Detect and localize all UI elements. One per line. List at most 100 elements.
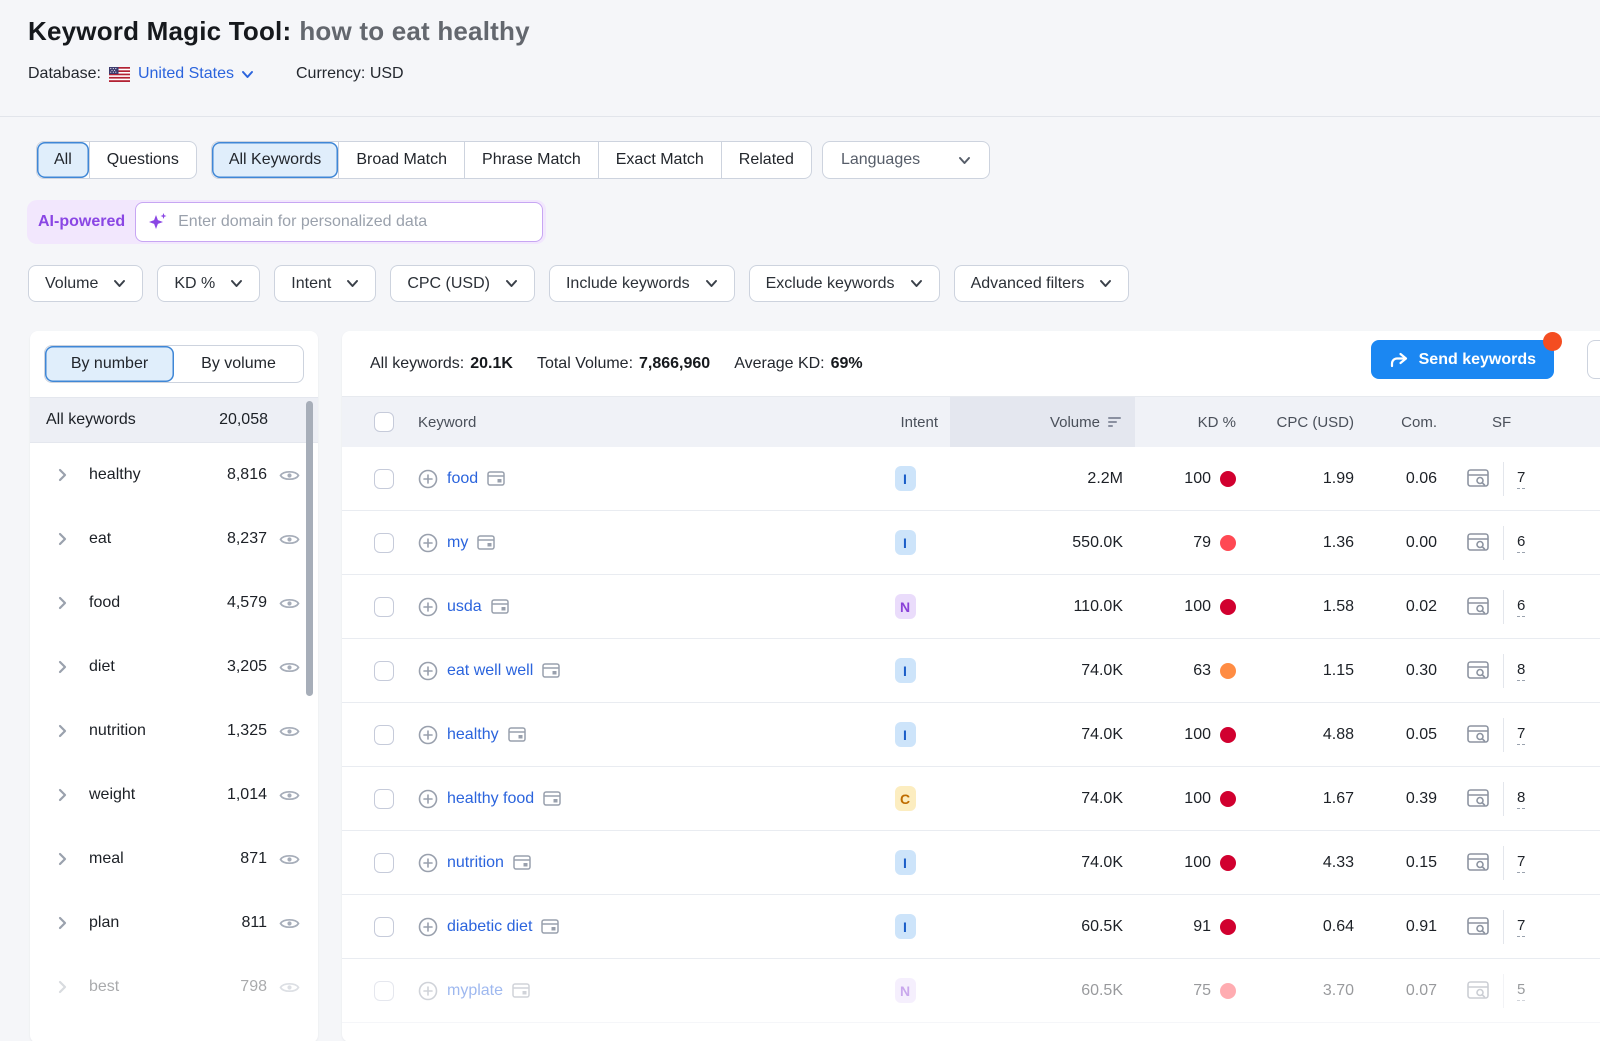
tab-match-type[interactable]: Broad Match — [338, 142, 464, 178]
serp-analysis-icon[interactable] — [1467, 596, 1491, 617]
sort-toggle-option[interactable]: By volume — [174, 346, 303, 382]
row-checkbox[interactable] — [374, 788, 394, 809]
intent-badge[interactable]: I — [894, 658, 916, 683]
filter-dropdown[interactable]: Volume — [28, 265, 144, 302]
eye-icon[interactable] — [279, 660, 300, 675]
serp-preview-icon[interactable] — [513, 855, 531, 870]
tab-match-type[interactable]: Related — [720, 142, 811, 178]
intent-badge[interactable]: I — [894, 722, 916, 747]
chevron-down-icon[interactable] — [241, 70, 254, 79]
row-checkbox[interactable] — [374, 980, 394, 1001]
row-checkbox[interactable] — [374, 724, 394, 745]
filter-dropdown[interactable]: Intent — [274, 265, 377, 302]
edge-button-sliver[interactable] — [1587, 340, 1600, 379]
keyword-link[interactable]: myplate — [447, 981, 504, 999]
sf-count[interactable]: 5 — [1517, 981, 1526, 1001]
intent-badge[interactable]: C — [894, 786, 916, 811]
eye-icon[interactable] — [279, 916, 300, 931]
keyword-link[interactable]: eat well well — [447, 661, 534, 679]
eye-icon[interactable] — [279, 788, 300, 803]
serp-preview-icon[interactable] — [542, 663, 561, 678]
row-checkbox[interactable] — [374, 916, 394, 937]
tab-match-type[interactable]: All Keywords — [211, 142, 339, 178]
languages-dropdown[interactable]: Languages — [821, 141, 990, 179]
all-keywords-group[interactable]: All keywords 20,058 — [30, 397, 318, 443]
keyword-link[interactable]: healthy — [447, 725, 499, 743]
col-cpc[interactable]: CPC (USD) — [1276, 413, 1355, 431]
filter-dropdown[interactable]: Exclude keywords — [748, 265, 940, 302]
row-checkbox[interactable] — [374, 596, 394, 617]
keyword-group-item[interactable]: plan 811 — [30, 891, 318, 955]
col-sf[interactable]: SF — [1492, 413, 1512, 431]
serp-preview-icon[interactable] — [507, 727, 526, 742]
add-keyword-icon[interactable] — [418, 469, 438, 489]
eye-icon[interactable] — [279, 724, 300, 739]
keyword-group-item[interactable]: diet 3,205 — [30, 635, 318, 699]
chevron-right-icon[interactable] — [58, 980, 67, 994]
filter-dropdown[interactable]: Advanced filters — [953, 265, 1130, 302]
tab-scope[interactable]: Questions — [88, 142, 196, 178]
serp-preview-icon[interactable] — [541, 919, 560, 934]
add-keyword-icon[interactable] — [418, 597, 438, 617]
col-intent[interactable]: Intent — [900, 413, 938, 431]
sidebar-scrollbar[interactable] — [306, 401, 313, 696]
serp-analysis-icon[interactable] — [1467, 660, 1491, 681]
keyword-group-item[interactable]: healthy 8,816 — [30, 443, 318, 507]
add-keyword-icon[interactable] — [418, 661, 438, 681]
serp-analysis-icon[interactable] — [1467, 980, 1491, 1001]
sf-count[interactable]: 7 — [1517, 917, 1526, 937]
send-keywords-button[interactable]: Send keywords — [1370, 340, 1554, 379]
eye-icon[interactable] — [279, 852, 300, 867]
serp-analysis-icon[interactable] — [1467, 916, 1491, 937]
keyword-group-item[interactable]: food 4,579 — [30, 571, 318, 635]
intent-badge[interactable]: N — [894, 594, 916, 619]
keyword-link[interactable]: my — [447, 533, 469, 551]
tab-scope[interactable]: All — [37, 142, 89, 178]
chevron-right-icon[interactable] — [58, 596, 67, 610]
col-kd[interactable]: KD % — [1197, 413, 1236, 431]
add-keyword-icon[interactable] — [418, 725, 438, 745]
keyword-link[interactable]: usda — [447, 597, 482, 615]
keyword-link[interactable]: food — [447, 469, 479, 487]
chevron-right-icon[interactable] — [58, 852, 67, 866]
chevron-right-icon[interactable] — [58, 532, 67, 546]
chevron-right-icon[interactable] — [58, 724, 67, 738]
chevron-right-icon[interactable] — [58, 468, 67, 482]
keyword-link[interactable]: healthy food — [447, 789, 535, 807]
tab-match-type[interactable]: Phrase Match — [464, 142, 598, 178]
filter-dropdown[interactable]: Include keywords — [548, 265, 735, 302]
row-checkbox[interactable] — [374, 852, 394, 873]
intent-badge[interactable]: I — [894, 914, 916, 939]
eye-icon[interactable] — [279, 980, 300, 995]
sort-toggle-option[interactable]: By number — [45, 346, 174, 382]
add-keyword-icon[interactable] — [418, 789, 438, 809]
serp-preview-icon[interactable] — [490, 599, 509, 614]
filter-dropdown[interactable]: KD % — [157, 265, 261, 302]
database-selector[interactable]: United States — [137, 65, 234, 82]
add-keyword-icon[interactable] — [418, 981, 438, 1001]
serp-analysis-icon[interactable] — [1467, 788, 1491, 809]
serp-analysis-icon[interactable] — [1467, 532, 1491, 553]
keyword-link[interactable]: nutrition — [447, 853, 504, 871]
serp-preview-icon[interactable] — [512, 983, 530, 998]
domain-input[interactable] — [135, 202, 543, 242]
sf-count[interactable]: 8 — [1517, 661, 1526, 681]
serp-preview-icon[interactable] — [487, 471, 505, 486]
serp-analysis-icon[interactable] — [1467, 468, 1491, 489]
row-checkbox[interactable] — [374, 532, 394, 553]
intent-badge[interactable]: I — [894, 530, 916, 555]
keyword-group-item[interactable]: eat 8,237 — [30, 507, 318, 571]
col-volume[interactable]: Volume — [950, 397, 1135, 447]
add-keyword-icon[interactable] — [418, 533, 438, 553]
sf-count[interactable]: 7 — [1517, 853, 1526, 873]
keyword-link[interactable]: diabetic diet — [447, 917, 533, 935]
sf-count[interactable]: 7 — [1517, 469, 1526, 489]
intent-badge[interactable]: N — [894, 978, 916, 1003]
add-keyword-icon[interactable] — [418, 853, 438, 873]
eye-icon[interactable] — [279, 532, 300, 547]
serp-preview-icon[interactable] — [477, 535, 496, 550]
keyword-group-item[interactable]: meal 871 — [30, 827, 318, 891]
col-com[interactable]: Com. — [1401, 413, 1437, 431]
sf-count[interactable]: 6 — [1517, 533, 1526, 553]
tab-match-type[interactable]: Exact Match — [597, 142, 721, 178]
